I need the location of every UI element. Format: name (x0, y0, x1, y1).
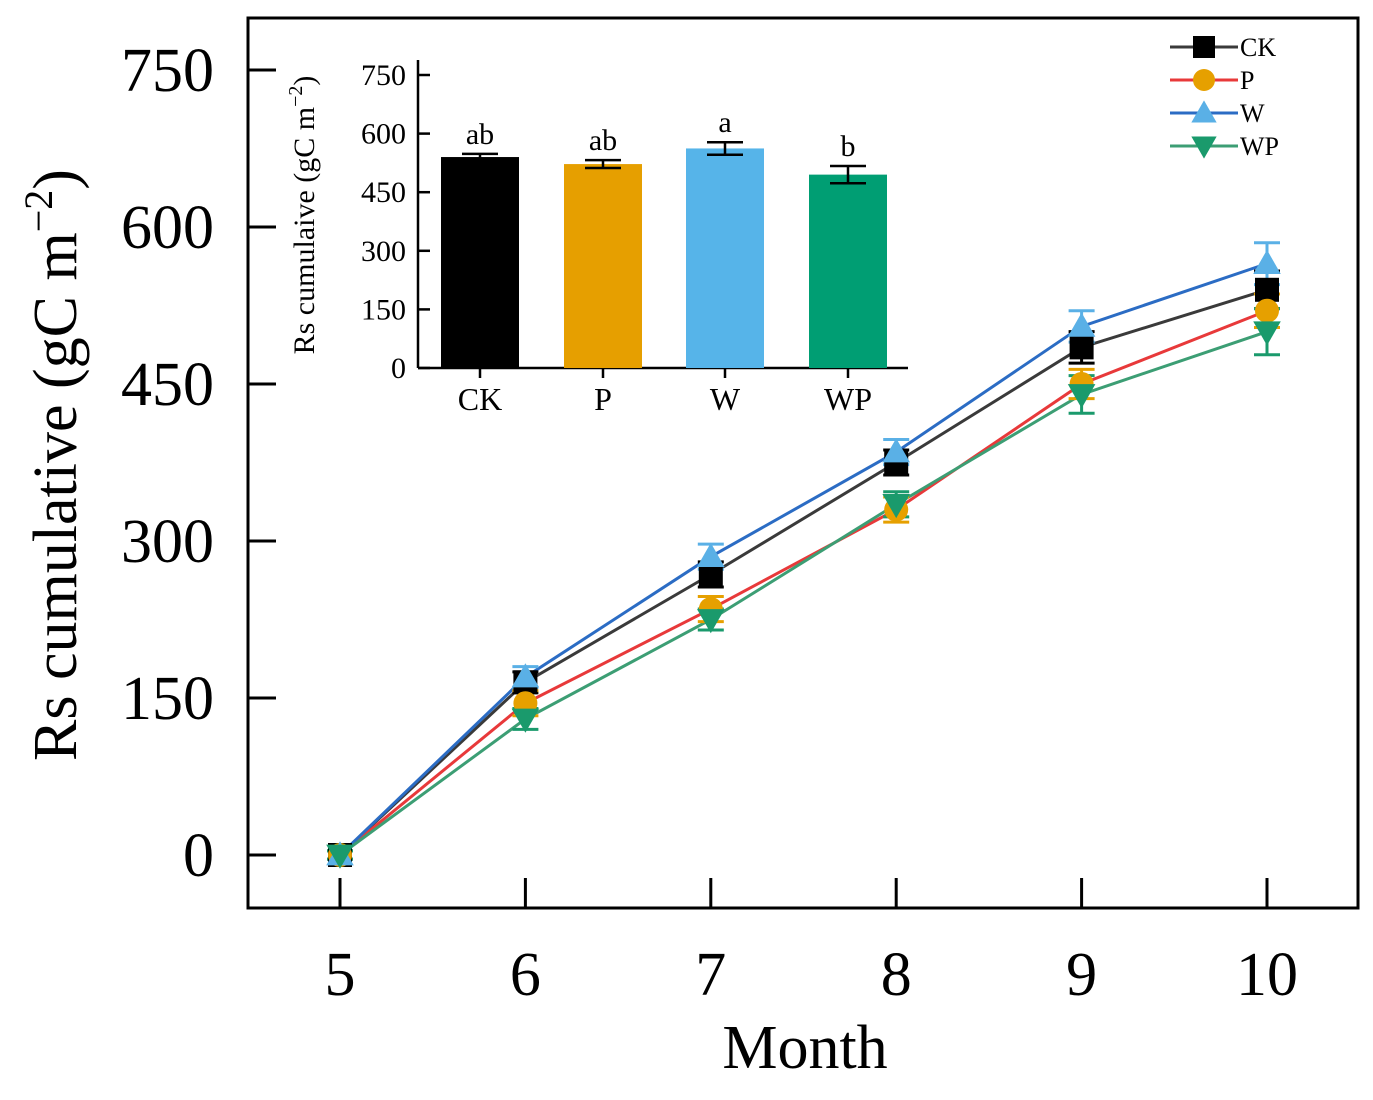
inset-bar-ck (441, 157, 519, 368)
data-point-w (882, 438, 910, 463)
legend-marker-wp (1191, 136, 1217, 159)
main-x-tick-label: 10 (1236, 941, 1298, 1009)
legend: CK PW WP (1170, 33, 1279, 161)
inset-bars: ab CK ab Pa Wb WP (441, 106, 887, 417)
data-point-wp (326, 844, 354, 869)
data-point-ck (1069, 335, 1094, 360)
inset-y-axis-label-text: Rs cumulaive (gC m (288, 107, 321, 354)
inset-x-tick-label: CK (458, 381, 502, 417)
inset-significance-label: ab (589, 124, 617, 157)
data-point-wp (882, 494, 910, 519)
main-y-axis-label-close: ) (22, 169, 90, 190)
main-x-axis-label: Month (722, 1014, 887, 1082)
data-point-w (511, 663, 540, 688)
main-x-tick-label: 9 (1066, 941, 1097, 1009)
inset-y-tick-label: 450 (361, 176, 406, 209)
main-x-tick-label: 8 (881, 941, 912, 1009)
main-x-axis: 5 6 7 8 9 10 (325, 878, 1298, 1009)
main-y-axis: 0 150 300 450 600 750 (121, 37, 276, 890)
main-x-tick-label: 6 (510, 941, 541, 1009)
inset-significance-label: a (718, 106, 731, 139)
legend-label-p: P (1240, 66, 1254, 95)
main-y-axis-label-exponent: −2 (16, 190, 61, 233)
inset-significance-label: b (841, 130, 856, 163)
inset-y-tick-label: 300 (361, 235, 406, 268)
main-y-tick-label: 150 (121, 665, 214, 733)
legend-marker-ck (1193, 36, 1215, 58)
main-y-tick-label: 600 (121, 194, 214, 262)
data-point-wp (1253, 321, 1281, 346)
inset-y-tick-label: 750 (361, 59, 406, 92)
inset-y-tick-label: 0 (391, 352, 406, 385)
main-y-tick-label: 450 (121, 351, 214, 419)
inset-x-tick-label: WP (824, 381, 872, 417)
main-y-tick-label: 300 (121, 508, 214, 576)
inset-significance-label: ab (466, 118, 494, 151)
data-point-wp (697, 609, 725, 634)
inset-bar-w (686, 148, 764, 368)
data-point-ck (1255, 277, 1279, 302)
inset-bar-wp (809, 174, 887, 368)
inset-y-tick-label: 600 (361, 118, 406, 151)
series-line-p (339, 309, 1268, 857)
inset-bar-chart: 0 150 300 450 600 750 ab CK ab Pa Wb WP Rs cumulai… (285, 59, 908, 417)
data-point-w (697, 542, 725, 568)
inset-y-axis-label: Rs cumulaive (gC m−2) (285, 76, 321, 355)
main-x-tick-label: 7 (695, 941, 726, 1009)
inset-x-tick-label: P (594, 381, 612, 417)
main-y-tick-label: 750 (121, 37, 214, 105)
main-x-tick-label: 5 (325, 941, 356, 1009)
inset-y-tick-label: 150 (361, 293, 406, 326)
legend-label-wp: WP (1240, 132, 1279, 161)
main-series-group (326, 241, 1281, 869)
inset-bar-p (564, 164, 642, 368)
series-line-wp (339, 330, 1268, 857)
data-point-p (1255, 298, 1279, 323)
legend-marker-w (1191, 100, 1217, 123)
main-y-axis-label: Rs cumulative (gC m−2) (16, 169, 90, 761)
main-y-axis-label-text: Rs cumulative (gC m (22, 232, 90, 761)
data-point-wp (1067, 384, 1096, 409)
legend-label-ck: CK (1240, 33, 1276, 62)
series-line-ck (338, 288, 1268, 857)
series-line-w (338, 262, 1268, 857)
main-y-tick-label: 0 (183, 822, 214, 890)
inset-x-tick-label: W (710, 381, 741, 417)
data-point-w (1253, 249, 1281, 274)
main-plot-frame (246, 16, 1360, 910)
data-point-wp (511, 708, 540, 733)
legend-marker-p (1193, 69, 1215, 91)
data-point-w (1067, 312, 1096, 337)
legend-label-w: W (1240, 99, 1265, 128)
inset-y-axis-label-exponent: −2 (285, 86, 307, 107)
inset-y-axis-label-close: ) (288, 76, 321, 86)
